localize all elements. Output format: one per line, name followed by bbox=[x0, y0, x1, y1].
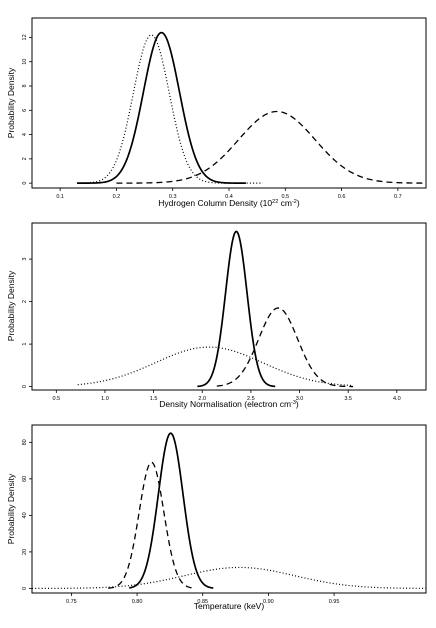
y-tick-label: 60 bbox=[22, 476, 28, 482]
y-axis: 0 2 4 6 8 10 12 bbox=[22, 34, 32, 185]
y-tick-label: 2 bbox=[22, 300, 28, 303]
plot-frame bbox=[31, 222, 427, 391]
y-tick-label: 40 bbox=[22, 512, 28, 518]
x-tick-label: 0.80 bbox=[132, 599, 143, 605]
series-line-dotted bbox=[31, 566, 427, 590]
series-line-solid bbox=[129, 432, 214, 589]
x-tick-label: 0.1 bbox=[56, 194, 64, 200]
series-line-solid bbox=[197, 230, 276, 388]
x-axis-label: Density Normalisation (electron cm-3) bbox=[159, 399, 299, 409]
series-line-dashed bbox=[108, 461, 195, 589]
x-tick-label: 0.3 bbox=[169, 194, 177, 200]
x-tick-label: 0.90 bbox=[263, 599, 274, 605]
series-curves bbox=[77, 230, 354, 388]
y-tick-label: 0 bbox=[22, 385, 28, 388]
y-tick-label: 8 bbox=[22, 84, 28, 87]
x-tick-label: 0.75 bbox=[66, 599, 77, 605]
y-tick-label: 3 bbox=[22, 258, 28, 261]
x-axis: 0.75 0.80 0.85 0.90 0.95 bbox=[66, 593, 339, 605]
y-axis-label: Probability Density bbox=[6, 67, 16, 138]
x-tick-label: 0.6 bbox=[338, 194, 346, 200]
y-tick-label: 10 bbox=[22, 59, 28, 65]
series-curves bbox=[77, 31, 427, 184]
panel-density-normalisation: 0.5 1.0 1.5 2.0 2.5 3.0 3.5 4.0 0 1 2 3 Density No… bbox=[6, 222, 427, 409]
x-tick-label: 1.5 bbox=[150, 396, 158, 402]
y-tick-label: 80 bbox=[22, 439, 28, 445]
x-tick-label: 0.85 bbox=[197, 599, 208, 605]
x-tick-label: 1.0 bbox=[101, 396, 109, 402]
x-tick-label: 0.5 bbox=[281, 194, 289, 200]
y-axis-label: Probability Density bbox=[6, 270, 16, 341]
x-axis-label: Temperature (keV) bbox=[194, 601, 265, 611]
x-tick-label: 3.0 bbox=[296, 396, 304, 402]
x-axis: 0.1 0.2 0.3 0.4 0.5 0.6 0.7 bbox=[56, 188, 402, 200]
panel-temperature: 0.75 0.80 0.85 0.90 0.95 0 20 40 60 80 Temperatu… bbox=[6, 424, 427, 611]
y-tick-label: 0 bbox=[22, 587, 28, 590]
plot-frame bbox=[31, 424, 427, 594]
y-axis: 0 20 40 60 80 bbox=[22, 439, 32, 590]
y-tick-label: 1 bbox=[22, 343, 28, 346]
series-line-solid bbox=[77, 31, 246, 184]
panel-hydrogen-column-density: 0.1 0.2 0.3 0.4 0.5 0.6 0.7 0 2 4 6 8 10 12 Hydrogen… bbox=[6, 17, 427, 208]
x-tick-label: 2.0 bbox=[198, 396, 206, 402]
x-axis: 0.5 1.0 1.5 2.0 2.5 3.0 3.5 4.0 bbox=[52, 390, 401, 402]
x-tick-label: 0.2 bbox=[113, 194, 121, 200]
y-axis-label: Probability Density bbox=[6, 473, 16, 544]
y-tick-label: 20 bbox=[22, 549, 28, 555]
x-tick-label: 0.4 bbox=[225, 194, 233, 200]
y-tick-label: 0 bbox=[22, 182, 28, 185]
x-tick-label: 0.95 bbox=[329, 599, 340, 605]
series-line-dashed bbox=[216, 307, 354, 388]
x-tick-label: 3.5 bbox=[344, 396, 352, 402]
series-curves bbox=[31, 432, 427, 590]
y-tick-label: 12 bbox=[22, 34, 28, 40]
x-tick-label: 4.0 bbox=[393, 396, 401, 402]
series-line-dotted bbox=[77, 34, 263, 184]
y-axis: 0 1 2 3 bbox=[22, 258, 32, 388]
x-tick-label: 2.5 bbox=[247, 396, 255, 402]
x-tick-label: 0.7 bbox=[394, 194, 402, 200]
x-tick-label: 0.5 bbox=[52, 396, 60, 402]
series-line-dashed bbox=[116, 110, 427, 184]
y-tick-label: 4 bbox=[22, 133, 28, 136]
y-tick-label: 2 bbox=[22, 157, 28, 160]
plot-frame bbox=[31, 17, 427, 189]
x-axis-label: Hydrogen Column Density (1022 cm-2) bbox=[158, 198, 300, 208]
y-tick-label: 6 bbox=[22, 109, 28, 112]
